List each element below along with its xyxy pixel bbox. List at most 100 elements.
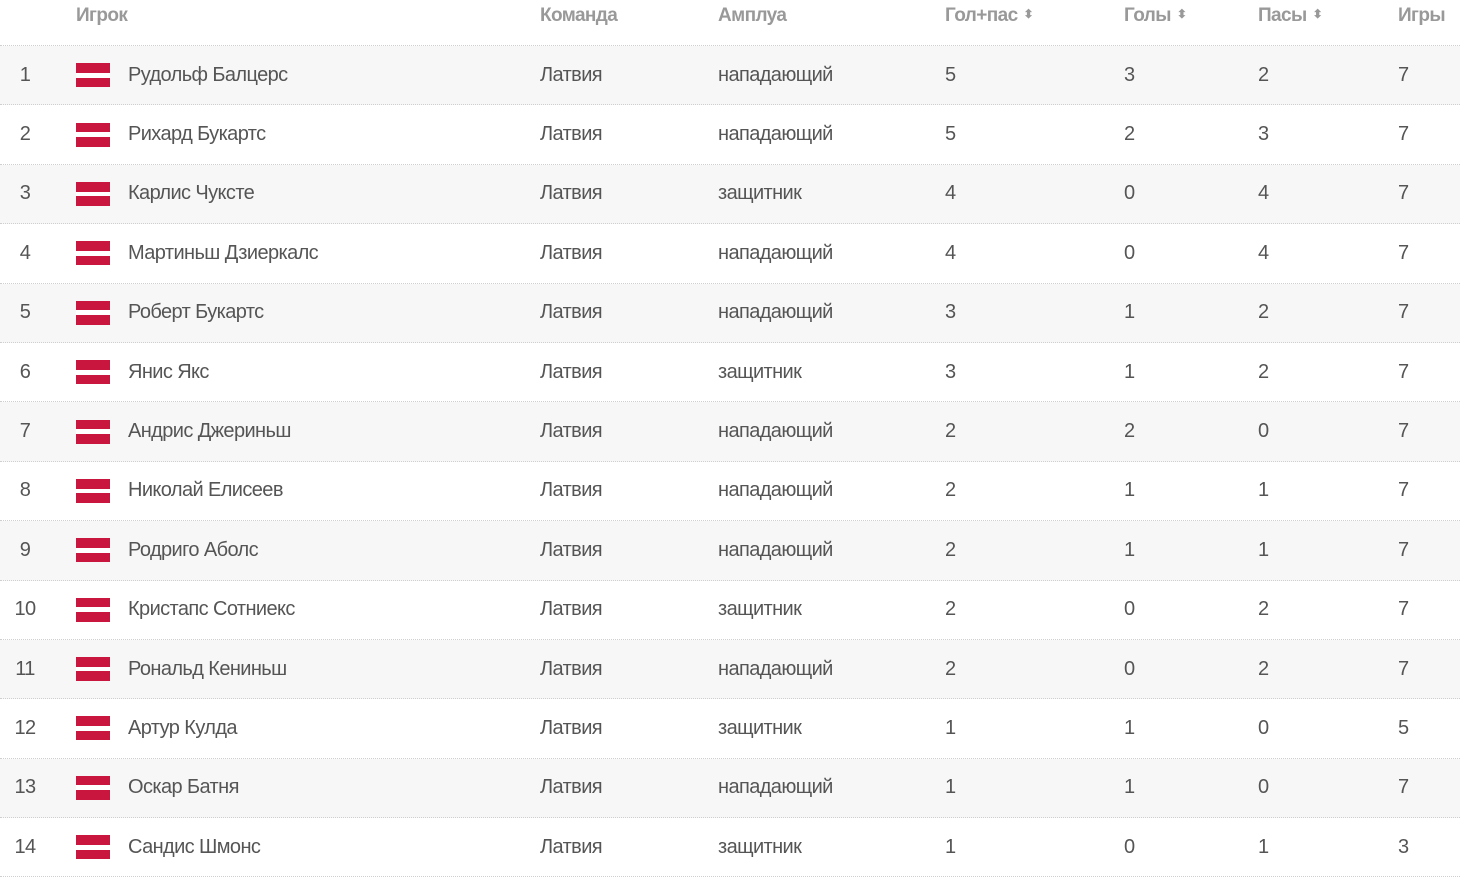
latvia-flag-icon [76, 343, 110, 401]
team: Латвия [540, 716, 603, 739]
role: нападающий [718, 301, 833, 324]
table-row: 1 Рудольф Балцерс Латвия нападающий 5 3 2 7 [0, 46, 1460, 106]
latvia-flag-icon [76, 46, 110, 104]
player-name[interactable]: Рональд Кениньш [128, 657, 287, 680]
player-name[interactable]: Николай Елисеев [128, 479, 283, 502]
team: Латвия [540, 241, 603, 264]
goals: 1 [1124, 360, 1135, 383]
table-row: 8 Николай Елисеев Латвия нападающий 2 1 1 7 [0, 462, 1460, 522]
sort-arrows-icon: ⬍ [1176, 7, 1187, 21]
player-name[interactable]: Роберт Букартс [128, 301, 264, 324]
rank: 6 [19, 360, 31, 383]
team: Латвия [540, 182, 603, 205]
goals: 1 [1124, 301, 1135, 324]
goals: 0 [1124, 241, 1135, 264]
team: Латвия [540, 420, 603, 443]
games: 7 [1398, 301, 1409, 324]
role: нападающий [718, 538, 833, 561]
header-player: Игрок [76, 5, 128, 26]
assists: 2 [1258, 301, 1269, 324]
goals: 2 [1124, 420, 1135, 443]
latvia-flag-icon [76, 759, 110, 817]
assists: 4 [1258, 241, 1269, 264]
points: 3 [945, 360, 956, 383]
latvia-flag-icon [76, 640, 110, 698]
goals: 1 [1124, 776, 1135, 799]
assists: 2 [1258, 657, 1269, 680]
role: нападающий [718, 420, 833, 443]
goals: 1 [1124, 479, 1135, 502]
rank: 14 [14, 835, 36, 858]
goals: 2 [1124, 123, 1135, 146]
rank: 10 [14, 598, 36, 621]
rank: 1 [19, 63, 31, 86]
player-name[interactable]: Рихард Букартс [128, 123, 266, 146]
player-name[interactable]: Янис Якс [128, 360, 209, 383]
points: 4 [945, 182, 956, 205]
team: Латвия [540, 63, 603, 86]
player-name[interactable]: Андрис Джериньш [128, 420, 291, 443]
games: 7 [1398, 538, 1409, 561]
rank: 7 [19, 420, 31, 443]
sort-arrows-icon: ⬍ [1312, 7, 1323, 21]
points: 1 [945, 835, 956, 858]
player-name[interactable]: Сандис Шмонс [128, 835, 261, 858]
table-row: 5 Роберт Букартс Латвия нападающий 3 1 2 7 [0, 283, 1460, 343]
role: нападающий [718, 657, 833, 680]
latvia-flag-icon [76, 462, 110, 520]
games: 7 [1398, 241, 1409, 264]
player-name[interactable]: Мартиньш Дзиеркалс [128, 241, 319, 264]
header-role: Амплуа [718, 5, 787, 26]
latvia-flag-icon [76, 165, 110, 223]
header-goals-sort[interactable]: Голы ⬍ [1124, 0, 1187, 45]
player-name[interactable]: Карлис Чуксте [128, 182, 255, 205]
goals: 1 [1124, 716, 1135, 739]
rank: 3 [19, 182, 31, 205]
goals: 3 [1124, 63, 1135, 86]
points: 3 [945, 301, 956, 324]
latvia-flag-icon [76, 402, 110, 460]
rank: 5 [19, 301, 31, 324]
header-points-label: Гол+пас [945, 5, 1018, 26]
rank: 2 [19, 123, 31, 146]
table-row: 6 Янис Якс Латвия защитник 3 1 2 7 [0, 343, 1460, 403]
points: 1 [945, 716, 956, 739]
latvia-flag-icon [76, 224, 110, 282]
role: защитник [718, 182, 802, 205]
team: Латвия [540, 360, 603, 383]
goals: 0 [1124, 598, 1135, 621]
games: 5 [1398, 716, 1409, 739]
player-name[interactable]: Артур Кулда [128, 716, 238, 739]
assists: 3 [1258, 123, 1269, 146]
points: 5 [945, 123, 956, 146]
points: 5 [945, 63, 956, 86]
table-row: 12 Артур Кулда Латвия защитник 1 1 0 5 [0, 699, 1460, 759]
role: нападающий [718, 479, 833, 502]
team: Латвия [540, 123, 603, 146]
points: 4 [945, 241, 956, 264]
games: 3 [1398, 835, 1409, 858]
header-assists-sort[interactable]: Пасы ⬍ [1258, 0, 1323, 45]
rank: 9 [19, 538, 31, 561]
rank: 11 [15, 657, 35, 680]
latvia-flag-icon [76, 818, 110, 876]
player-name[interactable]: Оскар Батня [128, 776, 239, 799]
goals: 0 [1124, 835, 1135, 858]
player-name[interactable]: Рудольф Балцерс [128, 63, 288, 86]
header-games: Игры [1398, 5, 1446, 26]
team: Латвия [540, 479, 603, 502]
table-row: 7 Андрис Джериньш Латвия нападающий 2 2 0 7 [0, 402, 1460, 462]
player-name[interactable]: Родриго Аболс [128, 538, 259, 561]
header-team: Команда [540, 5, 618, 26]
table-row: 11 Рональд Кениньш Латвия нападающий 2 0 2 7 [0, 639, 1460, 700]
latvia-flag-icon [76, 581, 110, 639]
table-row: 9 Родриго Аболс Латвия нападающий 2 1 1 7 [0, 521, 1460, 581]
header-points-sort[interactable]: Гол+пас ⬍ [945, 0, 1034, 45]
games: 7 [1398, 63, 1409, 86]
team: Латвия [540, 657, 603, 680]
rank: 13 [14, 776, 36, 799]
rank: 4 [19, 241, 31, 264]
player-name[interactable]: Кристапс Сотниекс [128, 598, 295, 621]
latvia-flag-icon [76, 105, 110, 163]
points: 2 [945, 598, 956, 621]
